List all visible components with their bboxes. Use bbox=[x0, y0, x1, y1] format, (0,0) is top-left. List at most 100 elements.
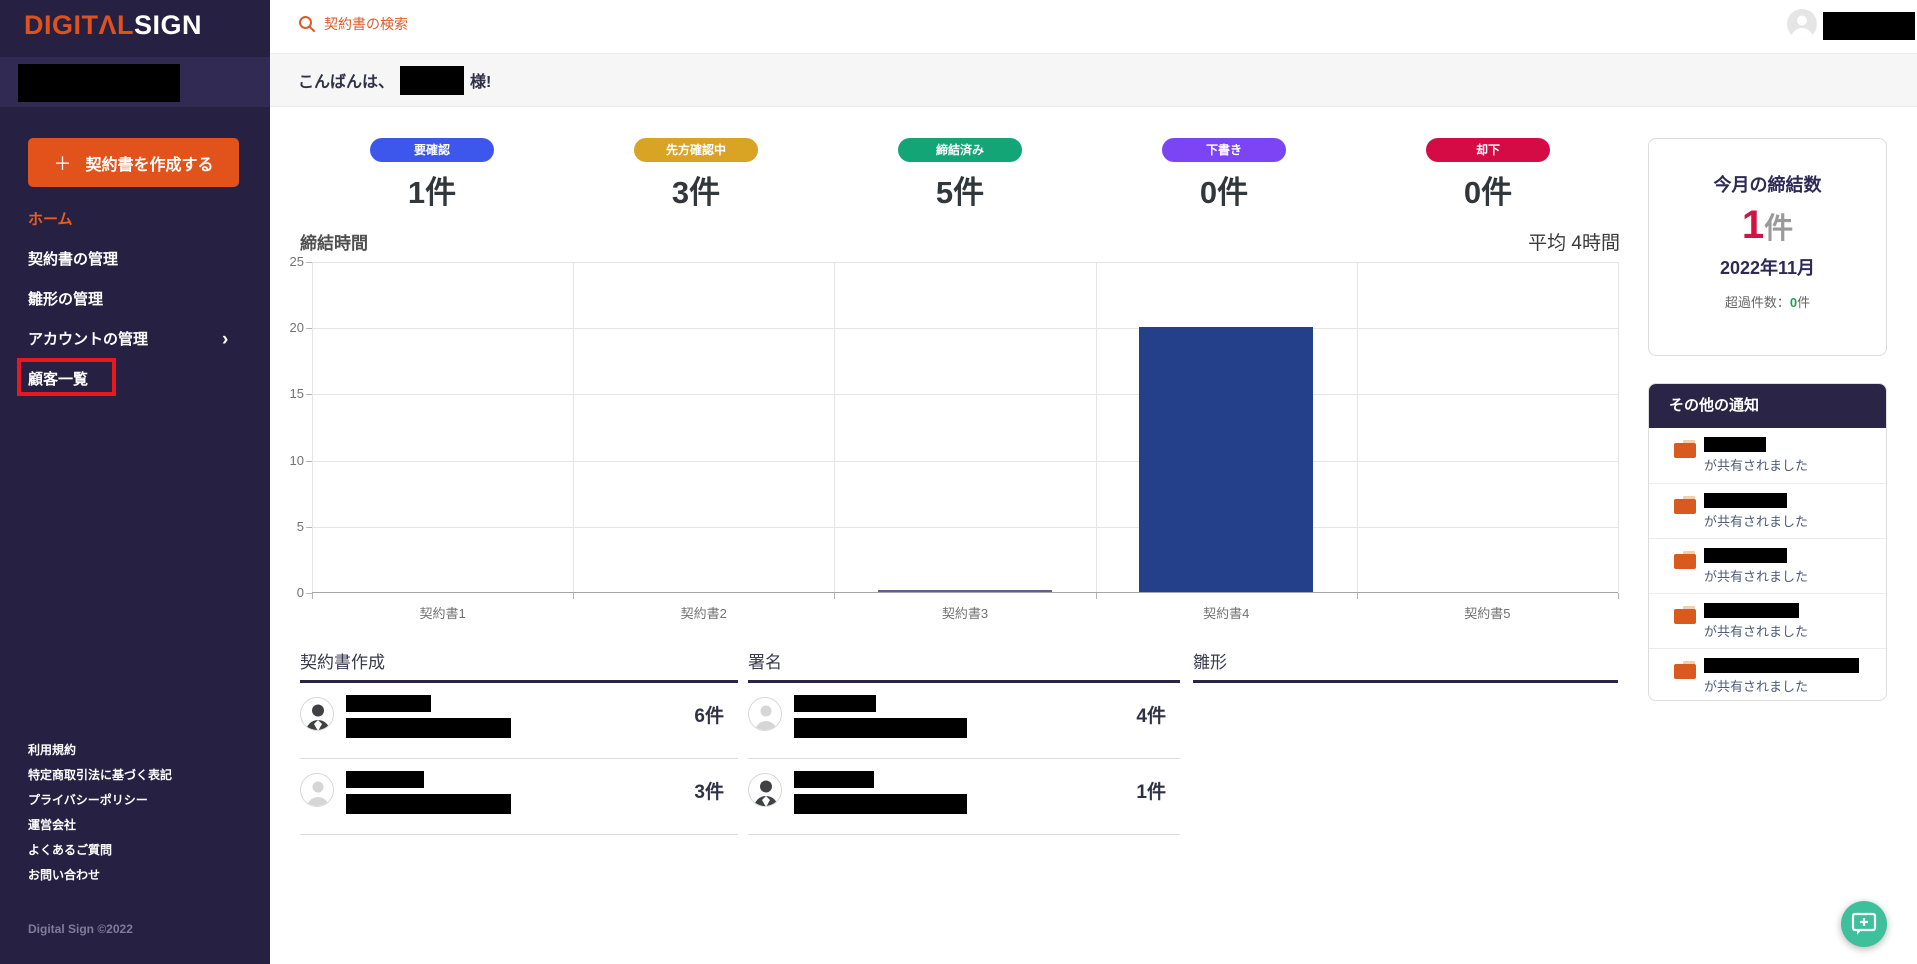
badge-concluded[interactable]: 締結済み bbox=[898, 138, 1022, 162]
notification-item[interactable]: が共有されました bbox=[1649, 648, 1886, 703]
chart-average-annotation: 平均 4時間 bbox=[1528, 233, 1620, 254]
row-count: 1件 bbox=[1136, 782, 1166, 803]
folder-icon bbox=[1674, 606, 1696, 625]
monthly-conclusions-card: 今月の締結数 1件 2022年11月 超過件数：0件 bbox=[1648, 138, 1887, 356]
row-count: 6件 bbox=[694, 706, 724, 727]
list-section-signature: 署名 4件 1件 bbox=[748, 648, 1180, 835]
sidebar-item-accounts-label: アカウントの管理 bbox=[28, 331, 149, 348]
create-contract-button[interactable]: ＋ 契約書を作成する bbox=[28, 138, 239, 187]
chart-header: 締結時間 平均 4時間 bbox=[300, 228, 1620, 255]
notification-item[interactable]: が共有されました bbox=[1649, 483, 1886, 538]
sidebar-item-contracts[interactable]: 契約書の管理 bbox=[28, 251, 119, 268]
notification-message: が共有されました bbox=[1704, 624, 1809, 639]
chart-x-label: 契約書5 bbox=[1464, 606, 1511, 621]
sidebar: DIGITΛLSIGN ＋ 契約書を作成する ホーム 契約書の管理 雛形の管理 … bbox=[0, 0, 270, 964]
chat-bubble-plus-icon bbox=[1851, 912, 1877, 935]
topbar: 契約書の検索 bbox=[270, 0, 1917, 54]
sidebar-item-templates[interactable]: 雛形の管理 bbox=[28, 291, 104, 308]
logo-part-sign: SIGN bbox=[134, 10, 203, 40]
link-operating-company[interactable]: 運営会社 bbox=[28, 818, 77, 832]
count-draft: 0件 bbox=[1199, 175, 1249, 210]
sidebar-item-customers[interactable]: 顧客一覧 bbox=[28, 371, 89, 388]
overflow-value: 0 bbox=[1789, 295, 1798, 310]
user-avatar[interactable] bbox=[1787, 9, 1817, 39]
link-commercial-law[interactable]: 特定商取引法に基づく表記 bbox=[28, 768, 173, 782]
avatar-light bbox=[748, 697, 782, 731]
list-item[interactable]: 1件 bbox=[748, 759, 1180, 835]
badge-group-awaiting-counterparty: 先方確認中 3件 bbox=[564, 138, 828, 212]
chat-widget-button[interactable] bbox=[1841, 901, 1887, 947]
list-section-template: 雛形 bbox=[1193, 648, 1618, 683]
list-item[interactable]: 4件 bbox=[748, 683, 1180, 759]
search-label: 契約書の検索 bbox=[324, 16, 408, 32]
sidebar-footer-links: 利用規約 特定商取引法に基づく表記 プライバシーポリシー 運営会社 よくあるご質… bbox=[0, 738, 270, 888]
badge-draft[interactable]: 下書き bbox=[1162, 138, 1286, 162]
link-faq[interactable]: よくあるご質問 bbox=[28, 843, 113, 857]
redacted-name bbox=[794, 695, 876, 712]
notification-item[interactable]: が共有されました bbox=[1649, 593, 1886, 648]
list-title-template: 雛形 bbox=[1193, 648, 1618, 683]
create-contract-label: 契約書を作成する bbox=[85, 156, 214, 174]
chart-x-label: 契約書3 bbox=[941, 606, 989, 621]
badge-awaiting-counterparty[interactable]: 先方確認中 bbox=[634, 138, 758, 162]
badge-rejected[interactable]: 却下 bbox=[1426, 138, 1550, 162]
notification-text: が共有されました bbox=[1704, 437, 1808, 483]
folder-icon bbox=[1674, 496, 1696, 515]
chart-bar-契約書3 bbox=[878, 590, 1052, 592]
folder-icon bbox=[1674, 551, 1696, 570]
notification-text: が共有されました bbox=[1704, 603, 1808, 648]
list-title-contract-creation: 契約書作成 bbox=[300, 648, 738, 683]
badge-group-draft: 下書き 0件 bbox=[1092, 138, 1356, 212]
card-title: 今月の締結数 bbox=[1713, 175, 1822, 195]
sidebar-nav: ホーム 契約書の管理 雛形の管理 アカウントの管理 › 顧客一覧 bbox=[0, 200, 270, 400]
redacted-name bbox=[346, 771, 424, 788]
notification-item[interactable]: が共有されました bbox=[1649, 538, 1886, 593]
redacted-user-info bbox=[346, 695, 511, 738]
sidebar-item-accounts[interactable]: アカウントの管理 › bbox=[0, 320, 270, 360]
redacted-user-name bbox=[1823, 12, 1915, 40]
greeting-suffix: 様! bbox=[470, 74, 492, 91]
redacted-email bbox=[794, 794, 967, 814]
notification-text: が共有されました bbox=[1704, 658, 1859, 703]
overflow-label: 超過件数： bbox=[1724, 295, 1790, 310]
list-item[interactable]: 3件 bbox=[300, 759, 738, 835]
plus-icon: ＋ bbox=[53, 153, 72, 174]
sidebar-item-home[interactable]: ホーム bbox=[28, 211, 73, 228]
notification-text: が共有されました bbox=[1704, 548, 1808, 593]
copyright-text: Digital Sign ©2022 bbox=[28, 922, 133, 936]
redacted-user-info bbox=[794, 695, 967, 738]
row-count: 4件 bbox=[1136, 706, 1166, 727]
redacted-file-name bbox=[1704, 493, 1787, 508]
notification-item[interactable]: が共有されました bbox=[1649, 428, 1886, 483]
contract-search[interactable]: 契約書の検索 bbox=[298, 14, 408, 34]
person-icon bbox=[1791, 15, 1813, 39]
redacted-company-name bbox=[18, 64, 180, 102]
list-item[interactable]: 6件 bbox=[300, 683, 738, 759]
notification-message: が共有されました bbox=[1704, 569, 1809, 584]
redacted-file-name bbox=[1704, 603, 1799, 618]
redacted-file-name bbox=[1704, 658, 1859, 673]
redacted-user-info bbox=[346, 771, 511, 814]
link-terms[interactable]: 利用規約 bbox=[28, 743, 77, 757]
list-title-signature: 署名 bbox=[748, 648, 1180, 683]
app-logo: DIGITΛLSIGN bbox=[24, 10, 202, 41]
card-month: 2022年11月 bbox=[1719, 258, 1816, 278]
redacted-file-name bbox=[1704, 548, 1787, 563]
conclusion-time-bar-chart: 0 5 10 15 20 25 契約書1 契約書2 契約書3 契約書4 契約書5 bbox=[290, 254, 1619, 621]
link-contact[interactable]: お問い合わせ bbox=[28, 868, 101, 882]
avatar-light bbox=[300, 773, 334, 807]
redacted-name bbox=[346, 695, 431, 712]
list-section-contract-creation: 契約書作成 6件 3件 bbox=[300, 648, 738, 835]
redacted-email bbox=[346, 794, 511, 814]
badge-group-rejected: 却下 0件 bbox=[1356, 138, 1620, 212]
count-needs-review: 1件 bbox=[407, 175, 457, 210]
row-count: 3件 bbox=[694, 782, 724, 803]
badge-needs-review[interactable]: 要確認 bbox=[370, 138, 494, 162]
count-rejected: 0件 bbox=[1463, 175, 1513, 210]
search-icon bbox=[299, 16, 315, 32]
card-count: 1件 bbox=[1649, 203, 1886, 248]
link-privacy-policy[interactable]: プライバシーポリシー bbox=[28, 793, 148, 807]
other-notifications-panel: その他の通知 が共有されました が共有されました が共有されました bbox=[1648, 383, 1887, 701]
redacted-name bbox=[794, 771, 874, 788]
